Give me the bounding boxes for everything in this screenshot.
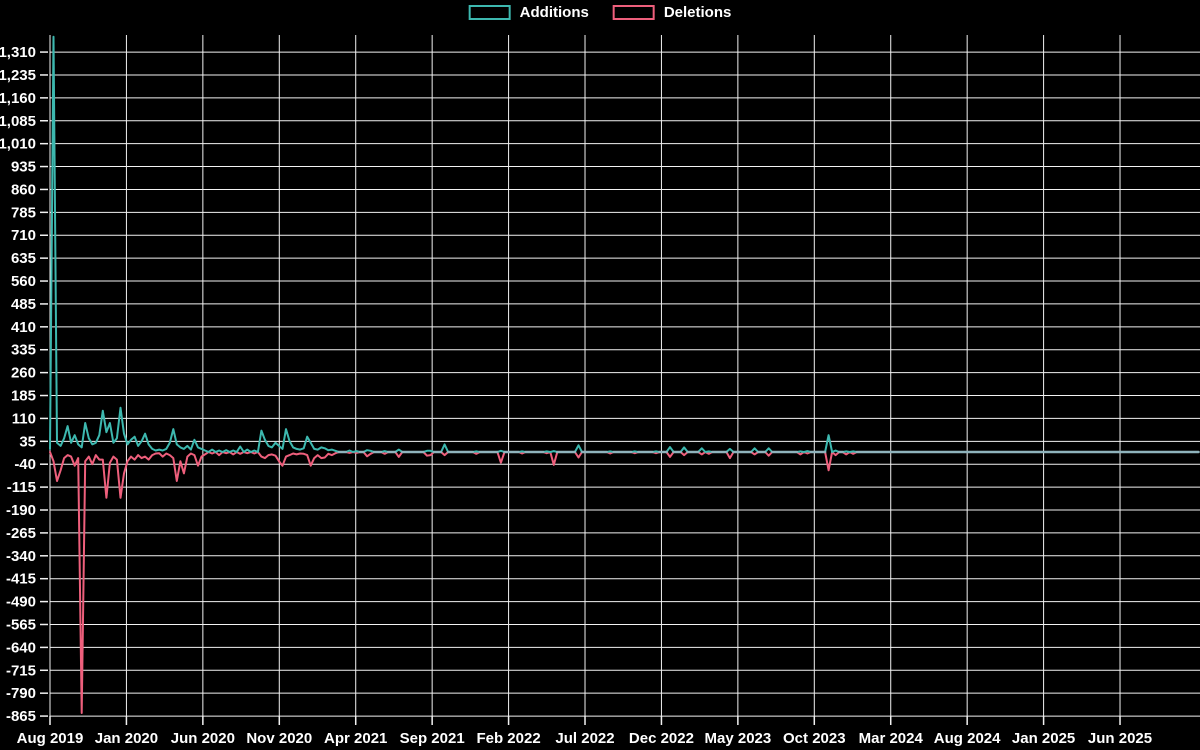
y-axis-label: -190 [6,502,36,519]
y-axis-label: -265 [6,525,36,542]
x-axis-label: Jan 2020 [95,730,158,747]
y-axis-label: -715 [6,662,36,679]
chart-legend: Additions Deletions [468,4,732,21]
additions-line [49,35,1200,453]
x-axis-label: Sep 2021 [400,730,465,747]
x-axis-label: May 2023 [705,730,772,747]
y-axis-label: 1,235 [0,67,36,84]
y-axis-label: -415 [6,571,36,588]
x-axis-label: Dec 2022 [629,730,694,747]
y-axis-label: 1,085 [0,113,36,130]
y-axis-label: -790 [6,685,36,702]
x-axis-label: Oct 2023 [783,730,846,747]
additions-swatch-icon [468,5,511,20]
y-axis-label: 560 [11,273,36,290]
y-axis-label: 1,010 [0,136,36,153]
x-axis-label: Jun 2025 [1088,730,1152,747]
y-axis-label: 335 [11,342,36,359]
y-axis-label: -865 [6,708,36,725]
x-axis-label: Nov 2020 [246,730,312,747]
x-axis-label: Jun 2020 [171,730,235,747]
y-axis-label: 860 [11,181,36,198]
y-axis-label: 1,160 [0,90,36,107]
y-axis-label: -490 [6,594,36,611]
y-axis-label: 785 [11,204,36,221]
y-axis-label: 710 [11,227,36,244]
x-axis-label: Aug 2019 [17,730,84,747]
legend-item-additions[interactable]: Additions [468,4,589,21]
y-axis-label: 1,310 [0,44,36,61]
y-axis-label: -40 [14,456,36,473]
y-axis-label: 485 [11,296,36,313]
legend-label-additions: Additions [519,4,589,21]
y-axis-label: 635 [11,250,36,267]
y-axis-label: 260 [11,365,36,382]
y-axis-label: -565 [6,616,36,633]
y-axis-label: 35 [19,433,36,450]
legend-label-deletions: Deletions [663,4,732,21]
deletions-swatch-icon [612,5,655,20]
x-axis-label: Apr 2021 [324,730,387,747]
y-axis-label: 410 [11,319,36,336]
legend-item-deletions[interactable]: Deletions [612,4,732,21]
deletions-line [49,451,1200,714]
x-axis-label: Feb 2022 [476,730,540,747]
x-axis-label: Jan 2025 [1012,730,1075,747]
x-axis-label: Mar 2024 [859,730,924,747]
y-axis-label: 185 [11,388,36,405]
y-axis-label: -115 [7,479,36,496]
y-axis-label: -340 [6,548,36,565]
y-axis-label: 110 [12,410,36,427]
x-axis-label: Aug 2024 [934,730,1001,747]
y-axis-label: -640 [6,639,36,656]
x-axis-label: Jul 2022 [555,730,614,747]
y-axis-label: 935 [11,159,36,176]
